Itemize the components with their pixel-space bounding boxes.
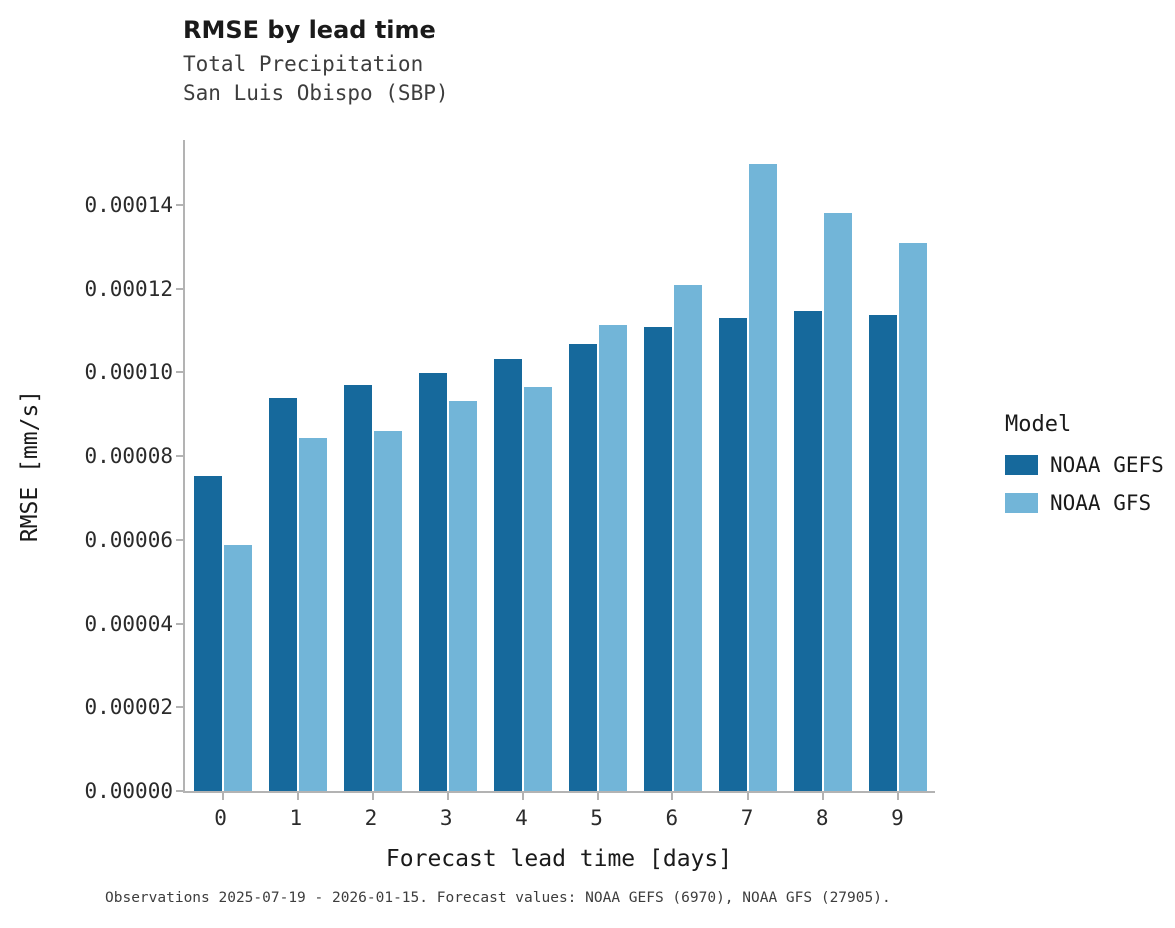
bar-noaa-gfs	[748, 163, 777, 791]
x-tick-mark	[296, 793, 299, 800]
bar-noaa-gefs	[868, 314, 897, 791]
y-tick-mark	[176, 287, 183, 290]
x-tick-mark	[896, 793, 899, 800]
bar-noaa-gefs	[793, 310, 822, 791]
legend-swatch-noaa-gfs	[1005, 493, 1038, 513]
y-tick-mark	[176, 371, 183, 374]
legend: Model NOAA GEFS NOAA GFS	[1005, 412, 1164, 529]
bar-noaa-gefs	[568, 343, 597, 791]
x-tick-label: 8	[815, 806, 829, 830]
bar-noaa-gefs	[343, 385, 372, 791]
y-tick-label: 0.00008	[84, 444, 173, 469]
legend-item-noaa-gfs: NOAA GFS	[1005, 491, 1164, 515]
x-tick-mark	[371, 793, 374, 800]
x-tick-mark	[521, 793, 524, 800]
y-tick-mark	[176, 538, 183, 541]
y-tick-label: 0.00006	[84, 527, 173, 552]
legend-label: NOAA GFS	[1050, 491, 1152, 515]
x-tick-label: 7	[740, 806, 754, 830]
x-tick-label: 4	[515, 806, 528, 830]
bar-groups	[185, 140, 935, 791]
y-tick-mark	[176, 790, 183, 792]
x-tick-label: 2	[364, 806, 378, 830]
y-tick-mark	[176, 706, 183, 709]
x-tick-mark	[221, 793, 224, 800]
y-tick-mark	[176, 622, 183, 625]
bar-noaa-gfs	[373, 431, 402, 791]
bar-noaa-gfs	[298, 438, 327, 791]
bar-noaa-gfs	[898, 242, 927, 791]
x-tick-label: 9	[891, 806, 904, 830]
x-tick-mark	[821, 793, 824, 800]
bar-group-lead-2	[335, 140, 410, 791]
bar-group-lead-6	[635, 140, 710, 791]
bar-noaa-gefs	[493, 359, 522, 791]
bar-group-lead-4	[485, 140, 560, 791]
bar-group-lead-7	[710, 140, 785, 791]
y-tick-label: 0.00010	[84, 360, 173, 385]
x-tick-label: 5	[590, 806, 603, 830]
plot-area: 0.00000 0.00002 0.00004 0.00006 0.00008 0.000…	[84, 140, 935, 803]
x-axis-label: Forecast lead time [days]	[385, 846, 733, 872]
x-tick-labels: 0 1 2 3 4 5 6 7 8 9	[183, 806, 935, 830]
legend-item-noaa-gefs: NOAA GEFS	[1005, 453, 1164, 477]
y-ticks: 0.00000 0.00002 0.00004 0.00006 0.00008 0.000…	[49, 140, 173, 803]
bar-noaa-gfs	[523, 387, 552, 791]
legend-label: NOAA GEFS	[1050, 453, 1164, 477]
bar-group-lead-0	[185, 140, 260, 791]
y-tick-mark	[176, 203, 183, 206]
bar-group-lead-1	[260, 140, 335, 791]
y-tick-label: 0.00014	[84, 192, 173, 217]
chart-title: RMSE by lead time	[183, 16, 436, 44]
x-tick-label: 3	[439, 806, 453, 830]
x-tick-label: 1	[289, 806, 303, 830]
bar-group-lead-9	[860, 140, 935, 791]
x-tick-mark	[596, 793, 599, 800]
bar-noaa-gefs	[193, 475, 222, 791]
y-axis-label: RMSE [mm/s]	[17, 389, 43, 543]
bar-noaa-gfs	[223, 544, 252, 791]
x-tick-label: 6	[665, 806, 679, 830]
chart-caption: Observations 2025-07-19 - 2026-01-15. Fo…	[105, 890, 891, 906]
x-tick-label: 0	[214, 806, 227, 830]
bar-group-lead-8	[785, 140, 860, 791]
legend-items: NOAA GEFS NOAA GFS	[1005, 453, 1164, 515]
bar-noaa-gefs	[643, 326, 672, 791]
bar-noaa-gefs	[418, 372, 447, 791]
bar-noaa-gfs	[823, 213, 852, 791]
bar-noaa-gfs	[673, 284, 702, 791]
bar-group-lead-3	[410, 140, 485, 791]
y-tick-label: 0.00012	[84, 276, 173, 301]
legend-title: Model	[1005, 412, 1072, 437]
bar-group-lead-5	[560, 140, 635, 791]
x-tick-mark	[446, 793, 449, 800]
bar-noaa-gfs	[598, 324, 627, 791]
y-tick-mark	[176, 455, 183, 458]
legend-swatch-noaa-gefs	[1005, 455, 1038, 475]
x-tick-mark	[671, 793, 674, 800]
y-tick-label: 0.00004	[84, 611, 173, 636]
y-tick-label: 0.00000	[84, 779, 173, 803]
chart-subtitle-line2: San Luis Obispo (SBP)	[183, 81, 449, 105]
x-tick-mark	[746, 793, 749, 800]
bar-noaa-gefs	[718, 318, 747, 791]
bar-noaa-gefs	[268, 397, 297, 791]
y-tick-label: 0.00002	[84, 695, 173, 720]
chart-subtitle-line1: Total Precipitation	[183, 52, 424, 76]
bar-noaa-gfs	[448, 400, 477, 791]
